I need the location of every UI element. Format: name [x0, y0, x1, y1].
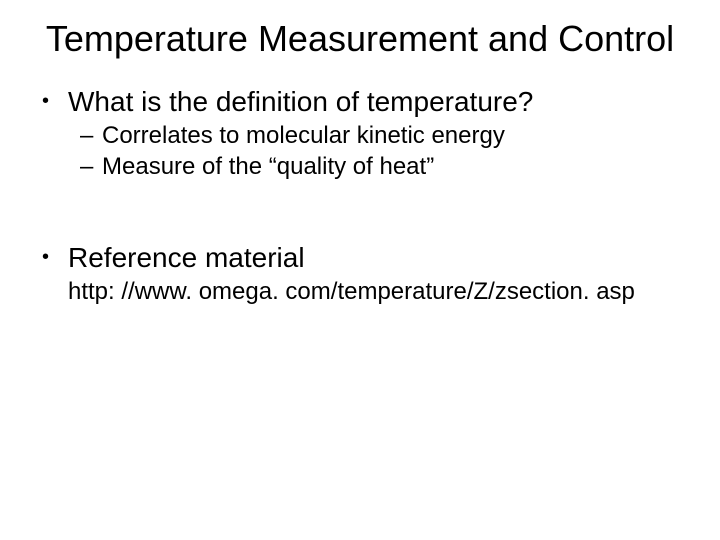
- bullet-level1: • Reference material: [40, 241, 680, 274]
- bullet-marker: •: [40, 241, 68, 273]
- slide-body: • What is the definition of temperature?…: [40, 85, 680, 306]
- bullet-level2: – Measure of the “quality of heat”: [40, 153, 680, 181]
- bullet-text: Measure of the “quality of heat”: [102, 153, 434, 181]
- bullet-level2: – Correlates to molecular kinetic energy: [40, 122, 680, 150]
- bullet-marker: •: [40, 85, 68, 117]
- bullet-level1: • What is the definition of temperature?: [40, 85, 680, 118]
- bullet-text: What is the definition of temperature?: [68, 85, 533, 118]
- bullet-marker: –: [80, 153, 102, 181]
- slide-title: Temperature Measurement and Control: [40, 18, 680, 59]
- reference-url: http: //www. omega. com/temperature/Z/zs…: [40, 278, 680, 306]
- bullet-text: Correlates to molecular kinetic energy: [102, 122, 505, 150]
- bullet-marker: –: [80, 122, 102, 150]
- spacer: [40, 183, 680, 241]
- bullet-text: Reference material: [68, 241, 305, 274]
- slide: Temperature Measurement and Control • Wh…: [0, 0, 720, 540]
